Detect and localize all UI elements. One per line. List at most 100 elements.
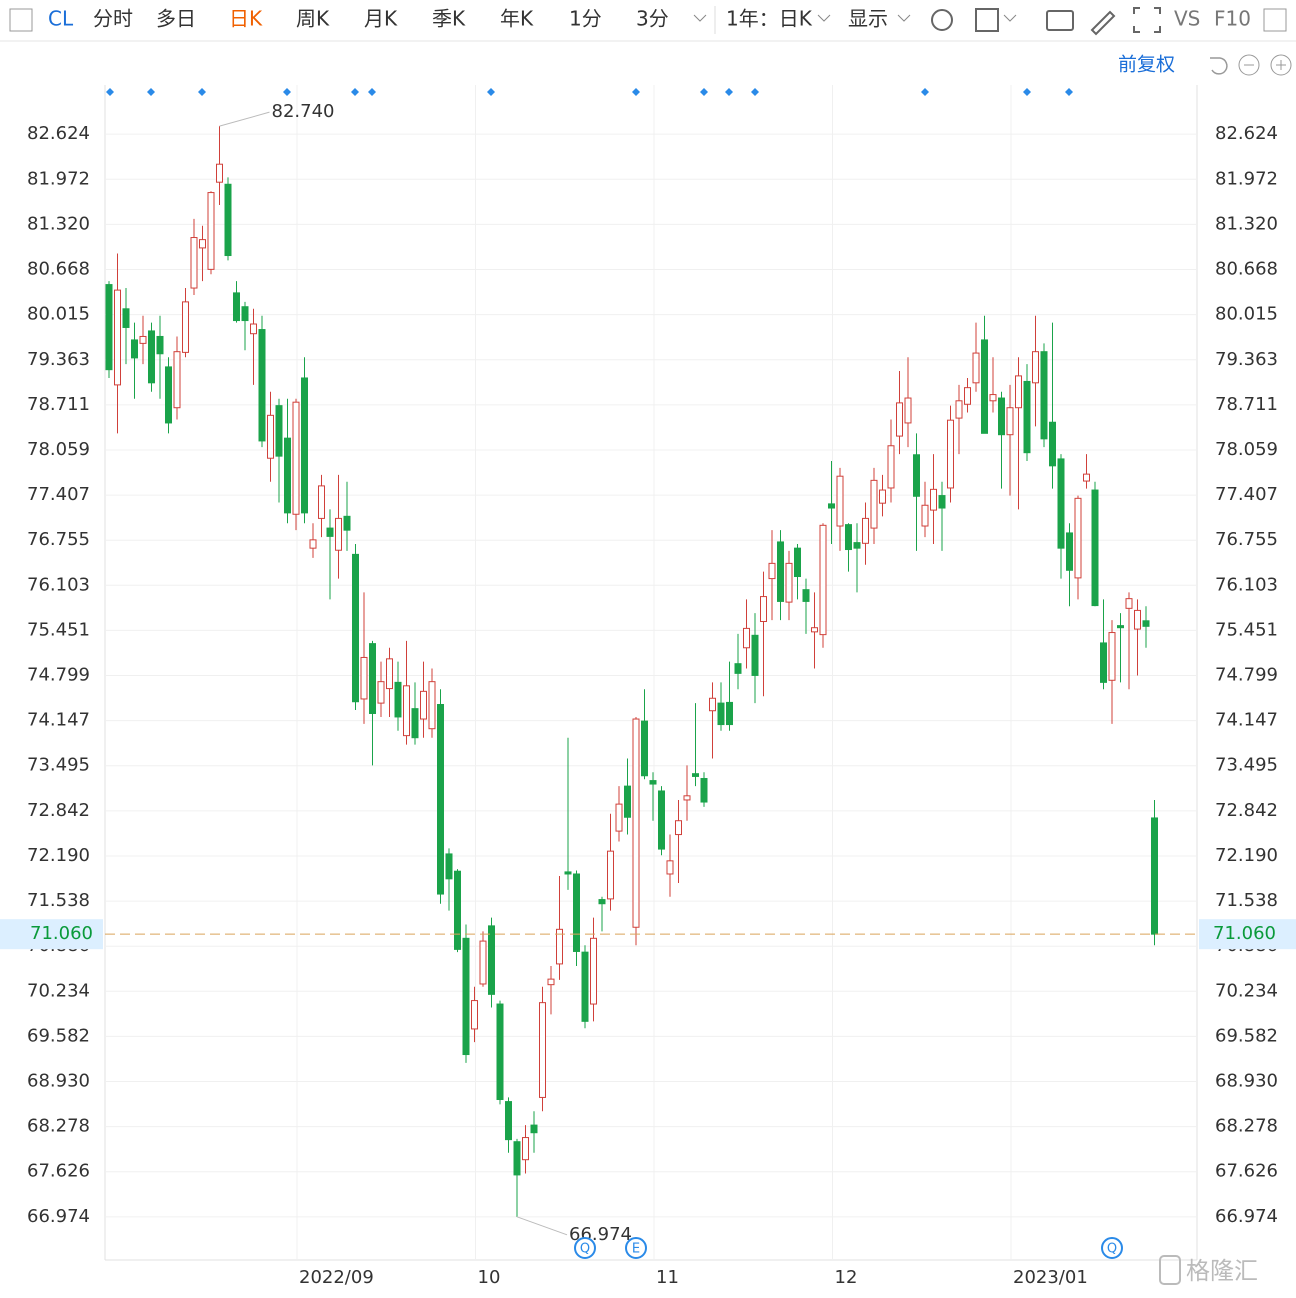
pen-icon[interactable] [1090,10,1116,36]
y-tick-label: 72.842 [27,800,90,821]
event-icon[interactable] [625,1237,647,1259]
y-tick-label: 78.711 [27,394,90,415]
f10-button[interactable]: F10 [1214,7,1251,31]
candle-body [190,237,198,289]
reset-icon[interactable] [1210,57,1228,75]
camera-icon[interactable] [1046,10,1074,31]
y-tick-label-right: 72.842 [1215,800,1278,821]
candle-body [624,785,631,818]
candle-body [751,634,759,676]
y-tick-label-right: 69.582 [1215,1025,1278,1046]
y-tick-label-right: 68.930 [1215,1071,1278,1092]
y-tick-label: 81.320 [27,213,90,234]
candle-body [887,445,895,489]
more-arrow[interactable] [693,14,707,22]
candle-body [1125,598,1133,609]
candle-body [870,479,878,529]
y-tick-label-right: 67.626 [1215,1161,1278,1182]
sidebar-toggle[interactable] [9,8,33,32]
tab[interactable]: 年K [500,7,534,31]
candle-body [1083,473,1090,482]
tab[interactable]: 月K [364,7,398,31]
candle-body [904,397,912,424]
zoom-in[interactable] [1270,54,1292,76]
tab[interactable]: 分时 [93,7,133,31]
candle-body [1015,375,1022,409]
candle-body [1151,817,1158,935]
candle-body [428,681,436,730]
tab[interactable]: 3分 [636,7,669,31]
tab[interactable]: 日K [229,7,263,31]
shape-icon[interactable] [975,8,999,32]
display-select[interactable]: 显示 [848,7,888,31]
candle-body [981,339,988,434]
x-tick-label: 10 [478,1267,501,1288]
panel-toggle[interactable] [1263,8,1287,32]
event-letter: Q [580,1242,590,1257]
event-icon[interactable] [574,1237,596,1259]
candle-body [836,475,844,527]
candle-body [250,323,257,335]
tab[interactable]: 周K [296,7,330,31]
dropdown-arrow [817,14,831,22]
tab[interactable]: 多日 [156,7,196,31]
event-icon[interactable] [1101,1237,1123,1259]
candle-body [479,940,487,985]
candle-body [454,870,461,950]
candle-body [547,978,555,986]
candle-body [1032,351,1039,384]
y-tick-label-right: 80.015 [1215,304,1278,325]
candle-body [352,553,359,703]
zoom-out[interactable] [1238,54,1260,76]
candle-body [1040,351,1048,440]
symbol[interactable]: CL [48,7,74,31]
y-tick-label-right: 82.624 [1215,123,1278,144]
event-letter: E [632,1242,640,1257]
y-tick-label-right: 78.711 [1215,394,1278,415]
candle-body [777,541,784,602]
y-tick-label-right: 68.278 [1215,1116,1278,1137]
adjust-button[interactable]: 前复权 [1118,54,1175,76]
max-leader [219,111,270,127]
toolbar [0,0,1296,40]
candle-body [938,495,946,509]
vs-button[interactable]: VS [1174,7,1200,31]
logo: 格隆汇 [1186,1257,1258,1285]
dropdown-arrow [1003,14,1017,22]
range-select[interactable]: 1年：日K [726,7,813,31]
candle-body [947,419,954,489]
candle-body [114,289,121,386]
max-label: 82.740 [272,101,335,122]
fullscreen-icon[interactable] [1133,7,1161,33]
plot: 82.624 82.624 81.972 81.972 81.320 81.320 80.6… [0,85,1296,1288]
candle-body [394,681,402,718]
candle-body [343,515,351,531]
candle-body [530,1124,538,1134]
y-tick-label: 77.407 [27,484,90,505]
candle-body [743,627,750,649]
candle-body [862,517,869,544]
y-tick-label: 68.930 [27,1071,90,1092]
candle-body [496,1003,504,1101]
candle-body [173,351,181,409]
candle-body [581,951,589,1022]
tab[interactable]: 1分 [569,7,602,31]
tabs: 分时 多日 日K 周K 月K 季K 年K 1分 3分 [93,7,669,31]
y-tick-label-right: 66.974 [1215,1206,1278,1227]
candle-body [301,377,308,514]
candle-body [726,701,733,726]
tab[interactable]: 季K [432,7,466,31]
candle-body [632,718,640,928]
last-price-label: 71.060 [30,923,93,944]
candle-body [165,366,172,424]
y-tick-label-right: 81.972 [1215,168,1278,189]
candle-body [700,778,708,803]
candle-body [1049,421,1056,467]
candle-body [709,697,716,712]
candle-body [811,627,818,633]
candle-body [1142,620,1150,627]
settings-icon[interactable] [931,9,953,31]
candle-body [615,803,623,832]
y-tick-label: 82.624 [27,123,90,144]
